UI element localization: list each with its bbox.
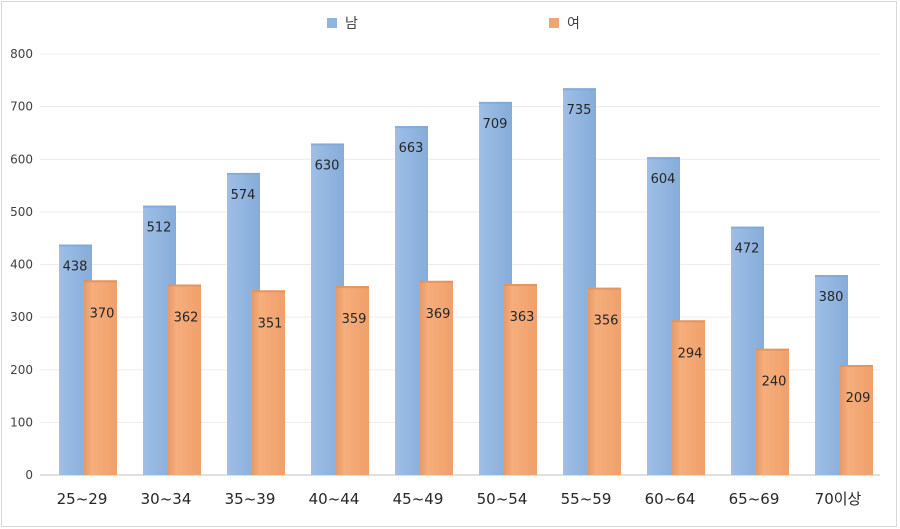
x-tick-label: 60~64 — [645, 490, 696, 508]
data-label-female: 351 — [258, 316, 283, 331]
bar-female — [840, 365, 873, 475]
bar-male-top — [227, 172, 260, 175]
bar-male-top — [59, 244, 92, 247]
y-tick-label: 500 — [10, 205, 33, 219]
y-tick-label: 800 — [10, 47, 33, 61]
data-label-female: 362 — [174, 310, 199, 325]
x-tick-label: 25~29 — [57, 490, 108, 508]
bar-female — [84, 280, 117, 475]
bar-male-top — [815, 275, 848, 278]
bar-female-top — [168, 284, 201, 287]
legend-swatch — [327, 18, 337, 28]
bar-female-top — [84, 280, 117, 283]
bar-female-top — [420, 280, 453, 283]
data-label-female: 356 — [594, 314, 619, 329]
bar-female — [420, 280, 453, 475]
data-label-female: 363 — [510, 310, 535, 325]
data-label-male: 380 — [819, 290, 844, 305]
data-label-male: 512 — [147, 221, 172, 236]
bar-female-top — [672, 320, 705, 323]
x-tick-label: 55~59 — [561, 490, 612, 508]
y-tick-label: 200 — [10, 363, 33, 377]
x-tick-label: 70이상 — [815, 490, 862, 508]
bar-female-top — [252, 290, 285, 293]
data-label-female: 370 — [90, 306, 115, 321]
y-tick-label: 700 — [10, 100, 33, 114]
bar-male-top — [395, 126, 428, 129]
bar-female-top — [504, 283, 537, 286]
bar-female — [504, 283, 537, 475]
bars: 438 370 512 362 574 351 630 359 663 369 709 363 735 3… — [59, 88, 873, 476]
bar-female — [168, 284, 201, 475]
bar-male-top — [647, 157, 680, 160]
bar-male-top — [311, 143, 344, 146]
data-label-female: 369 — [426, 307, 451, 322]
y-tick-label: 0 — [25, 468, 33, 482]
data-label-female: 209 — [846, 391, 871, 406]
data-label-female: 240 — [762, 375, 787, 390]
bar-female — [588, 287, 621, 475]
y-tick-label: 300 — [10, 310, 33, 324]
x-tick-label: 40~44 — [309, 490, 360, 508]
data-label-female: 294 — [678, 346, 703, 361]
data-label-female: 359 — [342, 312, 367, 327]
data-label-male: 735 — [567, 103, 592, 118]
bar-female-top — [840, 365, 873, 368]
x-tick-label: 35~39 — [225, 490, 276, 508]
data-label-male: 663 — [399, 141, 424, 156]
data-label-male: 630 — [315, 158, 340, 173]
bar-female-top — [336, 286, 369, 289]
bar-female — [756, 348, 789, 475]
legend-swatch — [549, 18, 559, 28]
x-tick-label: 45~49 — [393, 490, 444, 508]
bar-male-top — [563, 88, 596, 91]
data-label-male: 438 — [63, 260, 88, 275]
data-label-male: 604 — [651, 172, 676, 187]
bar-female — [672, 320, 705, 475]
bar-female-top — [588, 287, 621, 290]
data-label-male: 574 — [231, 188, 256, 203]
data-label-male: 709 — [483, 117, 508, 132]
x-tick-label: 30~34 — [141, 490, 192, 508]
legend-label: 남 — [345, 16, 358, 32]
x-tick-label: 65~69 — [729, 490, 780, 508]
bar-male-top — [479, 101, 512, 104]
y-tick-label: 600 — [10, 152, 33, 166]
x-axis: 25~29 30~34 35~39 40~44 45~49 50~54 55~59 60~64… — [57, 490, 862, 508]
y-axis: 0 100 200 300 400 500 600 700 800 — [10, 47, 33, 482]
bar-male-top — [731, 226, 764, 229]
bar-male-top — [143, 205, 176, 208]
bar-female — [252, 290, 285, 475]
x-tick-label: 50~54 — [477, 490, 528, 508]
y-tick-label: 100 — [10, 415, 33, 429]
data-label-male: 472 — [735, 242, 760, 257]
bar-female-top — [756, 348, 789, 351]
legend-label: 여 — [567, 16, 580, 32]
y-tick-label: 400 — [10, 258, 33, 272]
bar-female — [336, 286, 369, 475]
